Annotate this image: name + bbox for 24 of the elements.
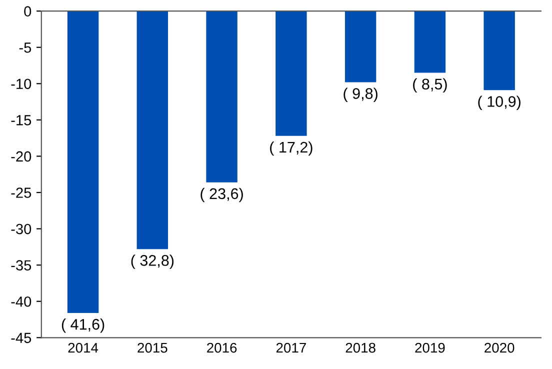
y-tick-label: -25 (11, 188, 32, 198)
data-label: ( 41,6) (62, 318, 104, 333)
y-tick-label: -20 (11, 151, 32, 162)
data-label: ( 10,9) (478, 96, 520, 110)
x-tick-label: 2014 (68, 342, 98, 353)
x-tick-label: 2020 (484, 342, 514, 353)
data-label: ( 9,8) (344, 88, 378, 102)
y-tick-label: -5 (19, 42, 32, 53)
x-tick-label: 2019 (415, 342, 445, 353)
y-tick-label: -10 (11, 78, 32, 90)
data-label: ( 17,2) (270, 141, 312, 156)
y-tick-label: -35 (11, 260, 32, 270)
x-tick-label: 2018 (346, 342, 376, 353)
x-tick-label: 2016 (207, 342, 237, 353)
y-tick-label: -15 (11, 115, 32, 126)
data-label: ( 32,8) (131, 254, 174, 269)
data-label: ( 8,5) (413, 78, 447, 93)
x-tick-label: 2017 (276, 342, 306, 353)
x-tick-label: 2015 (138, 342, 168, 353)
y-tick-label: 0 (24, 6, 32, 16)
y-tick-label: -45 (11, 332, 32, 344)
data-label: ( 23,6) (200, 188, 243, 202)
y-tick-label: -30 (11, 224, 32, 234)
y-tick-label: -40 (11, 296, 32, 307)
